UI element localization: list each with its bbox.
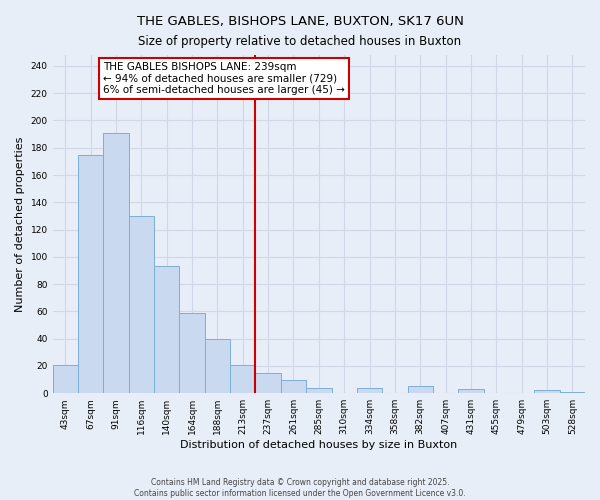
X-axis label: Distribution of detached houses by size in Buxton: Distribution of detached houses by size …	[180, 440, 457, 450]
Bar	[78, 154, 103, 393]
Bar	[256, 373, 281, 393]
Text: Contains HM Land Registry data © Crown copyright and database right 2025.
Contai: Contains HM Land Registry data © Crown c…	[134, 478, 466, 498]
Bar	[154, 266, 179, 393]
Text: THE GABLES, BISHOPS LANE, BUXTON, SK17 6UN: THE GABLES, BISHOPS LANE, BUXTON, SK17 6…	[137, 15, 463, 28]
Text: THE GABLES BISHOPS LANE: 239sqm
← 94% of detached houses are smaller (729)
6% of: THE GABLES BISHOPS LANE: 239sqm ← 94% of…	[103, 62, 345, 95]
Text: Size of property relative to detached houses in Buxton: Size of property relative to detached ho…	[139, 35, 461, 48]
Bar	[129, 216, 154, 393]
Bar	[306, 388, 332, 393]
Bar	[205, 338, 230, 393]
Bar	[535, 390, 560, 393]
Bar	[357, 388, 382, 393]
Bar	[281, 380, 306, 393]
Bar	[179, 312, 205, 393]
Bar	[53, 364, 78, 393]
Bar	[103, 132, 129, 393]
Bar	[230, 364, 256, 393]
Bar	[458, 389, 484, 393]
Bar	[407, 386, 433, 393]
Y-axis label: Number of detached properties: Number of detached properties	[15, 136, 25, 312]
Bar	[560, 392, 585, 393]
